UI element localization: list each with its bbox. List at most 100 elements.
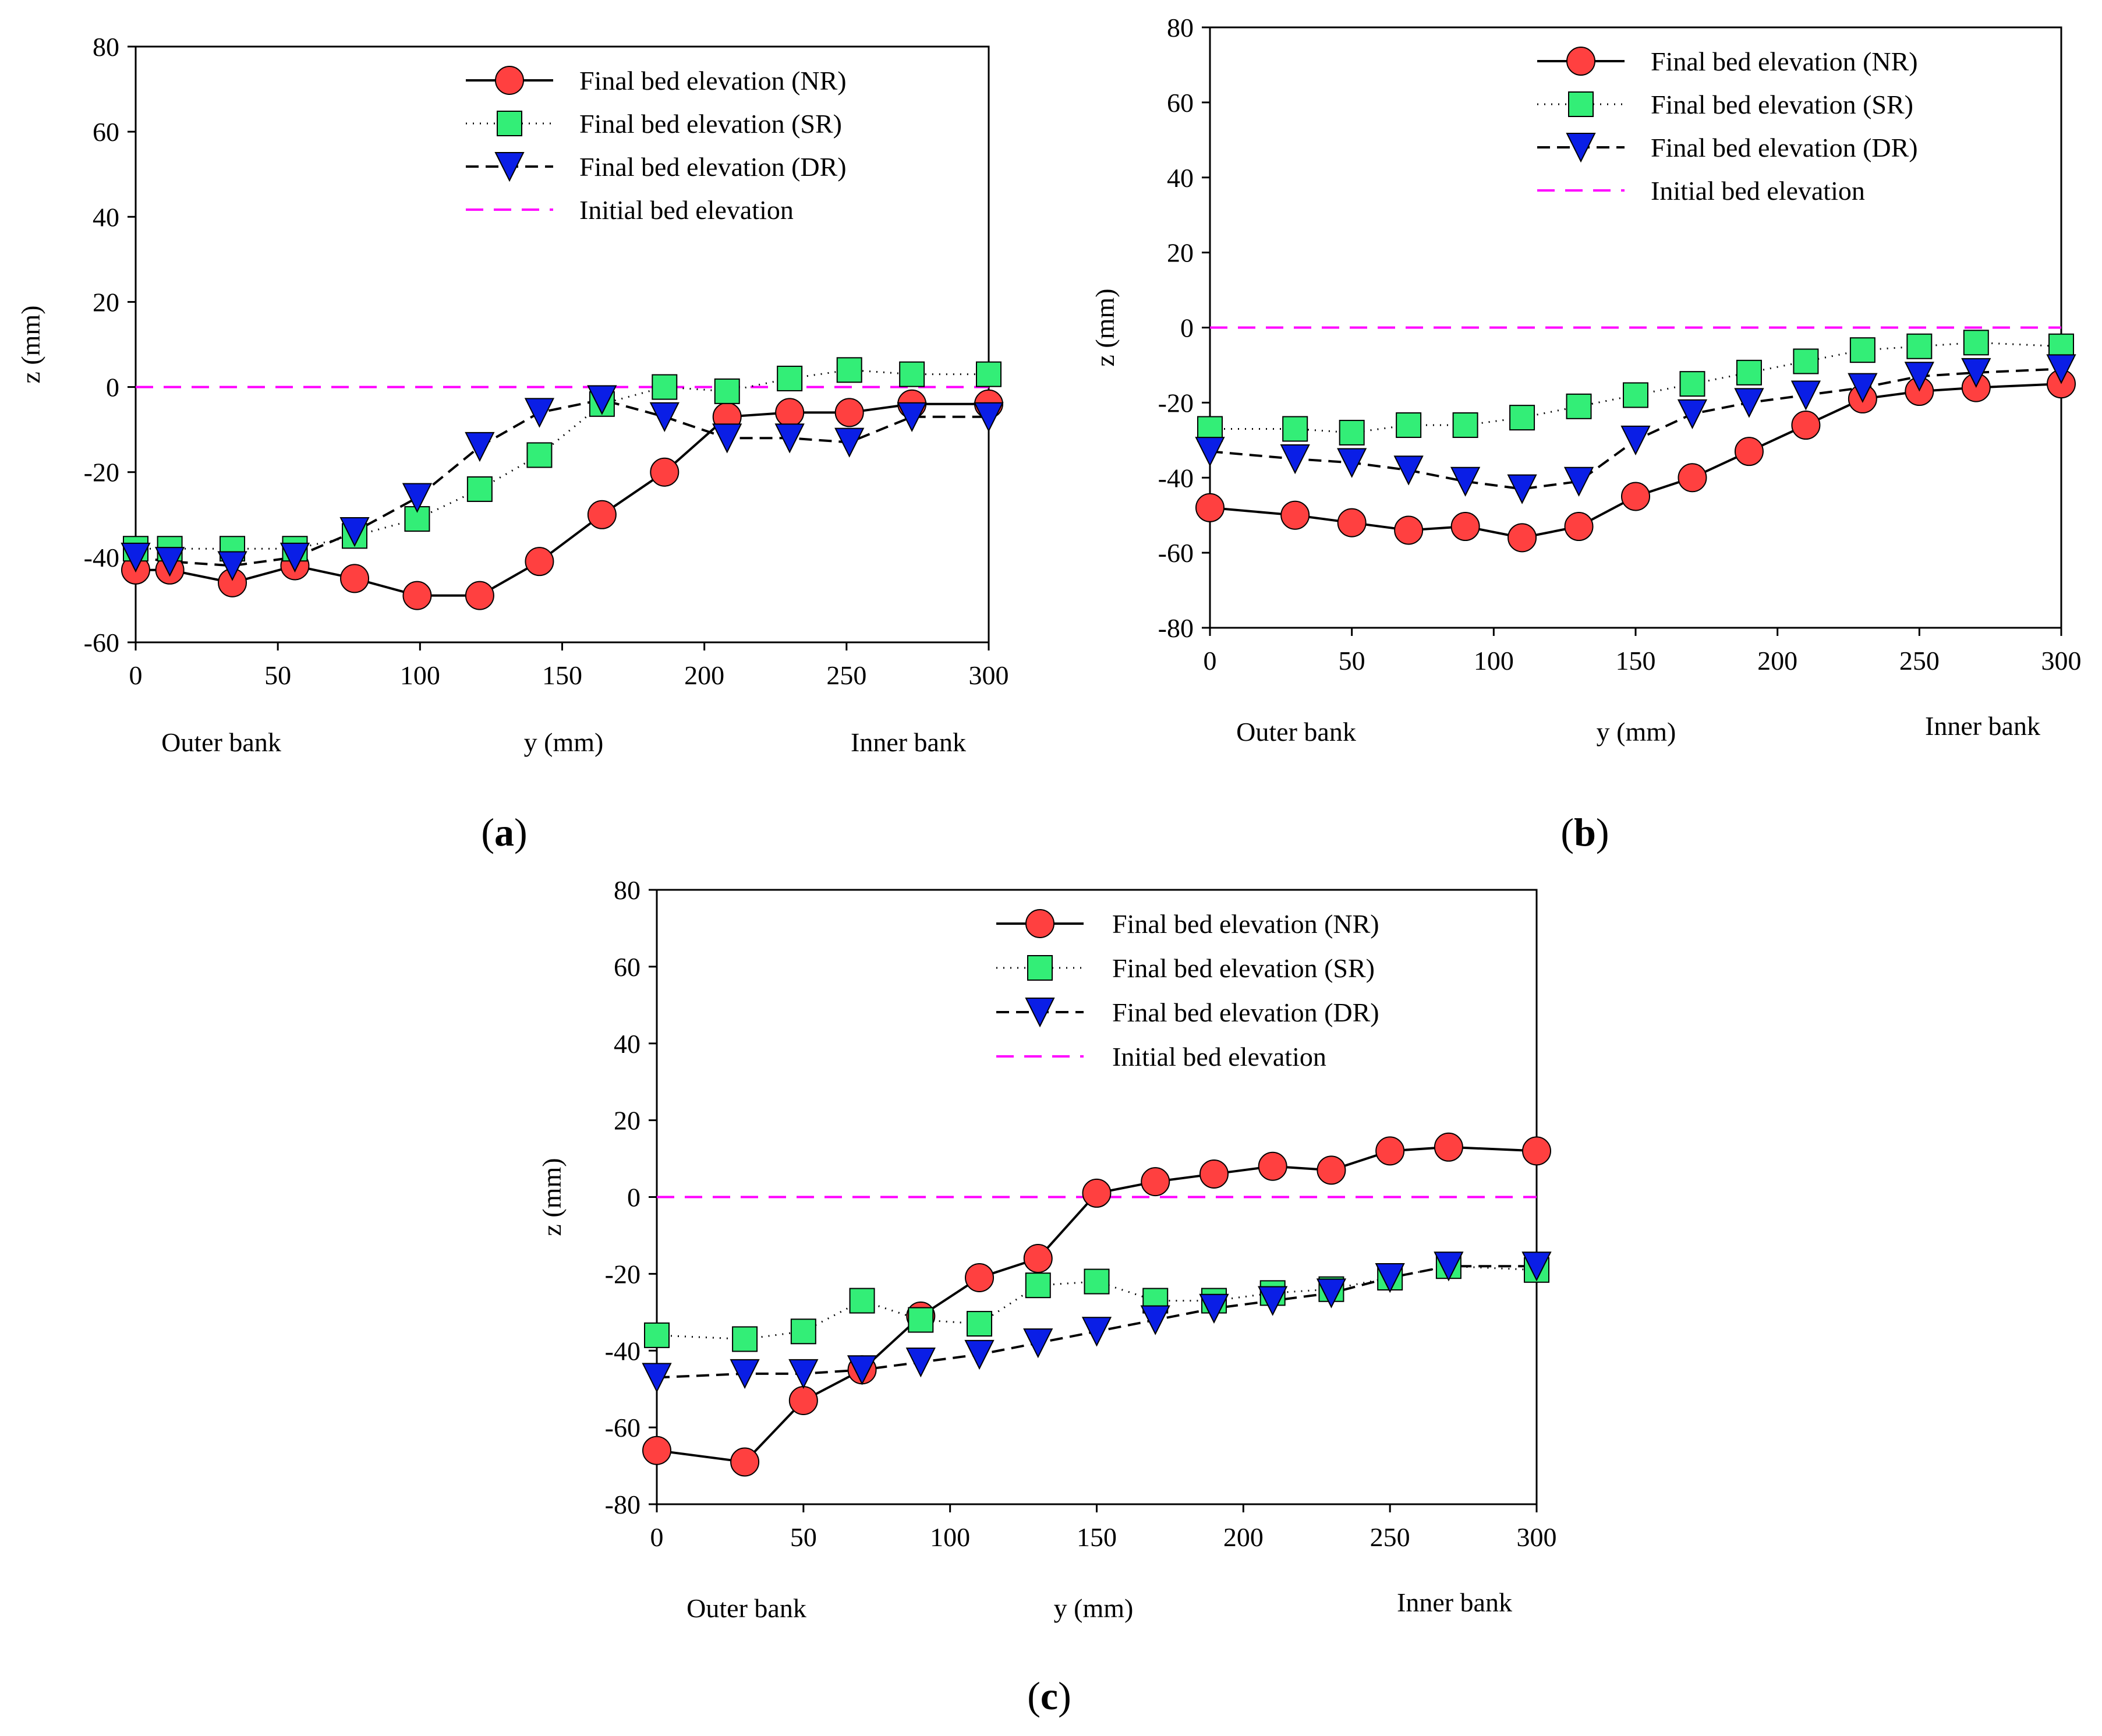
data-point-dr — [1790, 380, 1821, 411]
legend-marker-nr — [495, 66, 524, 95]
data-point-nr — [340, 564, 370, 593]
data-point-dr — [964, 1339, 995, 1370]
data-point-nr — [1141, 1167, 1170, 1197]
x-tick-label: 300 — [1517, 1522, 1557, 1552]
data-point-dr — [712, 423, 742, 454]
data-point-sr — [1963, 330, 1989, 356]
data-point-nr — [1621, 482, 1650, 511]
inner-bank-annotation: Inner bank — [1925, 711, 2040, 741]
x-tick-label: 50 — [1339, 646, 1365, 676]
data-point-nr — [1082, 1178, 1112, 1208]
data-point-sr — [1623, 382, 1648, 408]
legend-label-dr: Final bed elevation (DR) — [579, 152, 847, 182]
x-tick-label: 0 — [1204, 646, 1217, 676]
panel-label-a: (a) — [481, 810, 527, 854]
x-tick-label: 300 — [2041, 646, 2082, 676]
data-point-nr — [402, 581, 432, 610]
y-axis-label: z (mm) — [16, 305, 45, 383]
data-point-nr — [1508, 523, 1537, 553]
x-tick-label: 150 — [1616, 646, 1656, 676]
data-point-dr — [121, 542, 151, 573]
data-point-sr — [1282, 416, 1308, 442]
legend-label-sr: Final bed elevation (SR) — [579, 109, 842, 139]
data-point-dr — [154, 547, 185, 577]
data-point-sr — [1509, 405, 1535, 431]
legend-label-initial: Initial bed elevation — [579, 195, 794, 225]
data-point-sr — [714, 378, 740, 404]
data-point-sr — [976, 361, 1002, 387]
data-point-nr — [1337, 508, 1367, 538]
y-tick-label: 80 — [93, 32, 119, 62]
x-tick-label: 200 — [1223, 1522, 1264, 1552]
legend-marker-sr — [1027, 955, 1053, 981]
legend-label-dr: Final bed elevation (DR) — [1112, 998, 1379, 1027]
y-tick-label: -20 — [1158, 388, 1194, 418]
data-point-dr — [1904, 362, 1934, 392]
y-tick-label: -80 — [1158, 613, 1194, 643]
data-point-sr — [466, 476, 493, 502]
data-point-sr — [1906, 333, 1933, 359]
data-point-dr — [649, 402, 680, 432]
x-tick-label: 250 — [1899, 646, 1940, 676]
series-line-sr — [136, 369, 989, 550]
chart-panel-b: -80 -60 -40 -20 0 20 40 60 80 0 50 100 150 200 250 300 z… — [1090, 13, 2082, 747]
legend-marker-nr — [1566, 47, 1595, 76]
y-tick-label: 80 — [614, 875, 640, 905]
outer-bank-annotation: Outer bank — [1236, 717, 1356, 747]
x-tick-label: 250 — [1370, 1522, 1410, 1552]
data-point-dr — [834, 427, 865, 458]
y-tick-label: -60 — [605, 1413, 640, 1442]
data-point-sr — [1849, 337, 1875, 363]
legend-marker-dr — [494, 152, 525, 182]
data-point-dr — [774, 423, 805, 454]
data-point-dr — [1280, 444, 1310, 475]
x-tick-label: 100 — [930, 1522, 970, 1552]
series-line-dr — [135, 398, 989, 567]
data-point-dr — [1081, 1317, 1112, 1347]
x-tick-label: 50 — [264, 660, 291, 690]
data-point-sr — [644, 1322, 670, 1348]
data-point-nr — [650, 457, 680, 487]
chart-panel-a: -60 -40 -20 0 20 40 60 80 0 50 100 150 200 250 300 z (m… — [16, 32, 1009, 757]
data-point-nr — [1791, 411, 1821, 440]
data-point-sr — [1736, 359, 1762, 386]
data-point-nr — [775, 398, 805, 427]
y-tick-label: -40 — [84, 543, 119, 572]
legend-label-initial: Initial bed elevation — [1651, 176, 1865, 206]
data-point-sr — [1566, 393, 1592, 419]
y-tick-label: 20 — [93, 287, 119, 317]
data-point-dr — [1375, 1263, 1405, 1293]
data-point-dr — [1140, 1305, 1170, 1335]
data-point-dr — [1507, 474, 1537, 504]
x-axis-label: y (mm) — [1054, 1593, 1134, 1623]
data-point-nr — [1195, 493, 1225, 522]
data-point-dr — [1677, 399, 1708, 429]
legend-marker-sr — [1568, 91, 1594, 117]
y-tick-label: -60 — [84, 628, 119, 657]
data-point-sr — [836, 357, 862, 383]
data-point-dr — [1848, 373, 1878, 403]
y-tick-label: -40 — [605, 1336, 640, 1366]
y-tick-label: 0 — [627, 1183, 640, 1212]
y-tick-label: 60 — [93, 117, 119, 147]
y-axis-label: z (mm) — [537, 1158, 567, 1236]
x-tick-label: 0 — [650, 1522, 664, 1552]
legend-label-dr: Final bed elevation (DR) — [1651, 133, 1918, 162]
data-point-sr — [1452, 412, 1478, 439]
legend-label-sr: Final bed elevation (SR) — [1112, 953, 1375, 983]
data-point-sr — [849, 1288, 875, 1314]
data-point-dr — [339, 517, 370, 547]
x-axis-label: y (mm) — [1597, 717, 1676, 747]
plot-frame — [135, 45, 990, 644]
data-point-dr — [1450, 466, 1481, 497]
y-tick-label: 0 — [106, 373, 119, 402]
x-tick-label: 250 — [826, 660, 866, 690]
y-tick-label: -20 — [605, 1259, 640, 1289]
y-tick-label: -20 — [84, 458, 119, 487]
data-point-dr — [1961, 358, 1991, 388]
data-point-nr — [1023, 1244, 1053, 1273]
data-point-nr — [1678, 463, 1707, 493]
data-point-sr — [526, 442, 553, 468]
data-point-nr — [1564, 512, 1594, 542]
